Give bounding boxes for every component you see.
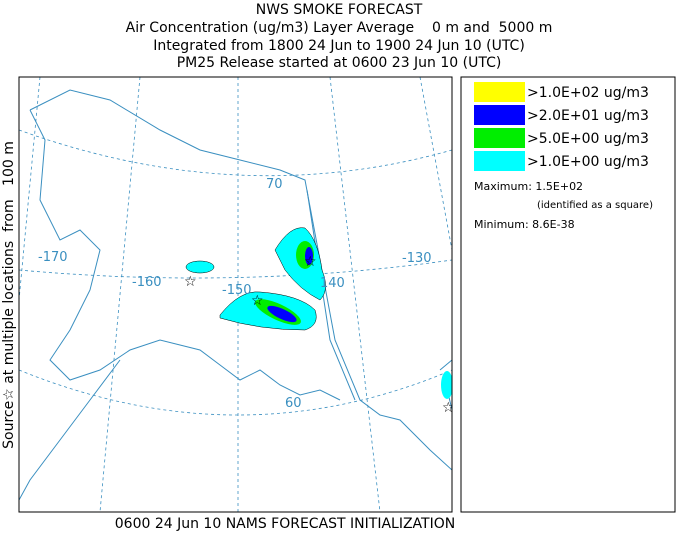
map-frame xyxy=(18,76,453,513)
map-label: -150 xyxy=(222,283,252,298)
map-label: -170 xyxy=(38,250,68,265)
plume xyxy=(185,227,452,399)
legend-label: >1.0E+02 ug/m3 xyxy=(527,85,649,101)
source-stars: ☆ ☆ ☆ ☆ xyxy=(184,254,455,416)
legend-frame xyxy=(460,76,676,513)
map-label: -160 xyxy=(132,275,162,290)
legend-maximum: Maximum: 1.5E+02 xyxy=(474,180,583,193)
svg-text:☆: ☆ xyxy=(251,293,264,309)
graticule xyxy=(19,77,452,512)
subtitle: Integrated from 1800 24 Jun to 1900 24 J… xyxy=(153,38,525,54)
legend-maximum-note: (identified as a square) xyxy=(537,200,653,211)
legend-swatch xyxy=(474,82,525,102)
legend-swatch xyxy=(474,128,525,148)
coastline xyxy=(19,89,452,501)
map: ☆ ☆ ☆ ☆ xyxy=(18,76,455,513)
svg-text:☆: ☆ xyxy=(184,274,197,290)
svg-text:☆: ☆ xyxy=(304,254,317,270)
legend-label: >5.0E+00 ug/m3 xyxy=(527,131,649,147)
legend-swatch xyxy=(474,151,525,171)
map-label: 140 xyxy=(320,276,345,291)
footer: 0600 24 Jun 10 NAMS FORECAST INITIALIZAT… xyxy=(115,516,455,532)
legend-swatch xyxy=(474,105,525,125)
side-label: Source☆ at multiple locations from 100 m xyxy=(1,141,17,449)
legend-label: >2.0E+01 ug/m3 xyxy=(527,108,649,124)
title: NWS SMOKE FORECAST xyxy=(256,2,423,18)
legend-minimum: Minimum: 8.6E-38 xyxy=(474,218,575,231)
svg-text:☆: ☆ xyxy=(442,400,455,416)
map-label: 60 xyxy=(285,396,302,411)
legend-label: >1.0E+00 ug/m3 xyxy=(527,154,649,170)
border xyxy=(306,189,356,401)
subtitle: Air Concentration (ug/m3) Layer Average … xyxy=(126,20,553,36)
map-label: 70 xyxy=(266,177,283,192)
map-label: -130 xyxy=(402,251,432,266)
subtitle: PM25 Release started at 0600 23 Jun 10 (… xyxy=(177,55,502,71)
